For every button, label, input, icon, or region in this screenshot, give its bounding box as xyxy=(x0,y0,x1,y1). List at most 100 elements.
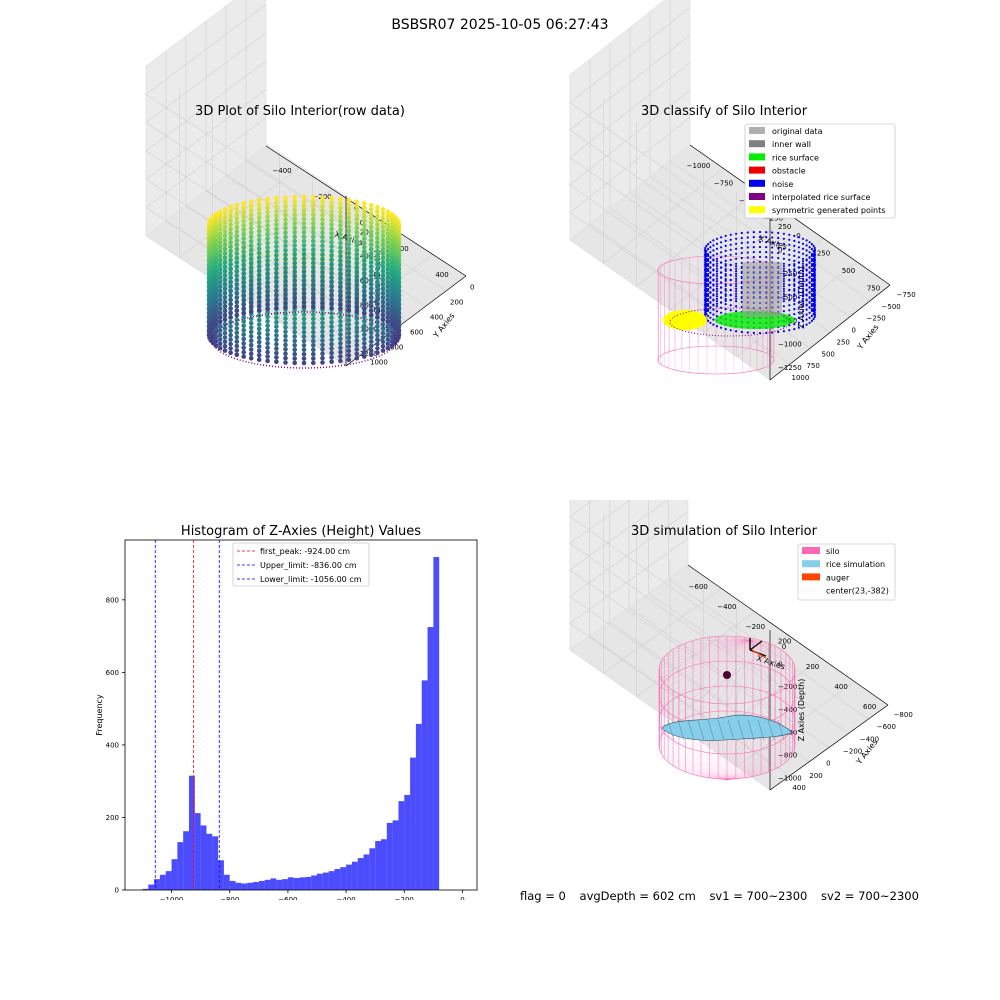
x-tick-label: −200 xyxy=(395,896,414,900)
raw-data-point xyxy=(380,259,386,265)
raw-data-point xyxy=(292,274,298,279)
raw-3d-plot[interactable]: −400−2000200400020040060080010000−200−40… xyxy=(0,0,500,500)
raw-data-point xyxy=(301,221,307,226)
rice-mesh-line xyxy=(667,719,675,741)
raw-data-point xyxy=(301,251,307,257)
raw-data-point xyxy=(389,255,395,261)
raw-data-point xyxy=(292,221,298,226)
noise-point xyxy=(720,271,723,274)
noise-point xyxy=(810,259,813,262)
noise-point xyxy=(801,287,805,290)
noise-point xyxy=(810,299,813,302)
raw-data-point xyxy=(362,341,367,346)
raw-data-point xyxy=(217,337,223,342)
histogram-chart[interactable]: −1000−800−600−400−20000200400600800Depth… xyxy=(0,500,500,915)
noise-point xyxy=(782,292,785,295)
simulation-3d-plot[interactable]: −600−400−2000200400600−800−600−400−20002… xyxy=(500,404,1000,890)
auger-arrow xyxy=(751,649,767,659)
x-tick-label: 200 xyxy=(806,663,819,671)
legend-box xyxy=(744,123,896,219)
noise-point xyxy=(813,256,816,260)
raw-data-point xyxy=(274,319,279,325)
raw-data-point xyxy=(329,359,334,365)
noise-point xyxy=(805,274,808,277)
noise-point xyxy=(801,290,805,293)
y-tick-label: 1000 xyxy=(792,374,810,382)
noise-point xyxy=(707,303,710,306)
raw-data-point xyxy=(292,316,298,322)
raw-data-point xyxy=(375,270,380,276)
raw-data-point xyxy=(380,348,386,353)
noise-point xyxy=(805,269,808,272)
raw-data-point xyxy=(301,194,307,200)
raw-data-point xyxy=(362,223,367,228)
silo-roof-wire xyxy=(678,639,751,695)
raw-data-point xyxy=(354,230,360,235)
noise-point xyxy=(720,326,723,329)
noise-point xyxy=(810,309,813,312)
noise-point xyxy=(808,256,811,259)
raw-data-point xyxy=(256,308,262,313)
histogram-bar xyxy=(328,871,335,890)
raw-data-point xyxy=(241,223,246,228)
noise-point xyxy=(805,289,808,292)
noise-point xyxy=(793,249,796,252)
raw-data-point xyxy=(389,260,395,266)
raw-data-point xyxy=(320,208,325,213)
noise-point xyxy=(707,274,710,277)
raw-data-point xyxy=(274,301,279,307)
noise-point xyxy=(715,285,719,288)
raw-data-point xyxy=(274,235,279,241)
noise-point xyxy=(771,241,774,244)
classify-point-cloud xyxy=(657,230,817,375)
noise-point xyxy=(771,236,774,239)
raw-data-point xyxy=(241,245,246,250)
noise-point xyxy=(793,293,796,296)
noise-point xyxy=(712,294,715,297)
raw-data-point xyxy=(362,345,367,351)
legend-label: center(23,-382) xyxy=(826,587,889,596)
noise-point xyxy=(812,317,815,321)
noise-point xyxy=(707,289,710,292)
raw-data-point xyxy=(362,209,367,215)
noise-point xyxy=(735,237,738,240)
raw-data-point xyxy=(346,353,352,358)
noise-point xyxy=(705,304,708,308)
raw-data-point xyxy=(354,351,360,357)
raw-data-point xyxy=(217,218,223,223)
raw-data-point xyxy=(292,194,298,200)
raw-data-point xyxy=(338,336,343,342)
noise-point xyxy=(735,295,738,298)
raw-data-point xyxy=(228,328,233,334)
noise-point xyxy=(801,265,805,268)
noise-point xyxy=(712,269,715,272)
noise-point xyxy=(720,251,723,254)
classify-3d-plot[interactable]: −1000−750−500−2500250500750−750−500−2500… xyxy=(500,0,1000,500)
raw-data-point xyxy=(265,284,270,290)
raw-data-point xyxy=(256,264,262,269)
raw-data-point xyxy=(389,247,395,252)
legend-label: first_peak: -924.00 cm xyxy=(260,547,350,556)
raw-data-point xyxy=(222,348,228,353)
noise-point xyxy=(715,290,719,293)
raw-data-point xyxy=(311,216,316,222)
raw-data-point xyxy=(354,239,360,244)
raw-data-point xyxy=(329,222,334,227)
raw-data-point xyxy=(292,325,298,331)
raw-data-point xyxy=(354,296,360,301)
noise-point xyxy=(724,279,727,282)
legend-label: rice simulation xyxy=(826,560,885,569)
raw-data-point xyxy=(265,358,270,364)
raw-data-point xyxy=(265,232,270,237)
noise-point xyxy=(813,266,816,270)
silo-roof-wire xyxy=(668,639,751,688)
x-tick-label: 600 xyxy=(863,703,876,711)
raw-data-point xyxy=(389,273,395,279)
raw-data-point xyxy=(329,235,334,241)
histogram-bar xyxy=(334,868,341,890)
raw-data-point xyxy=(265,245,270,250)
flag-text: flag = 0 xyxy=(520,889,566,903)
noise-point xyxy=(740,256,743,260)
noise-point xyxy=(812,299,815,303)
noise-point xyxy=(812,274,815,278)
